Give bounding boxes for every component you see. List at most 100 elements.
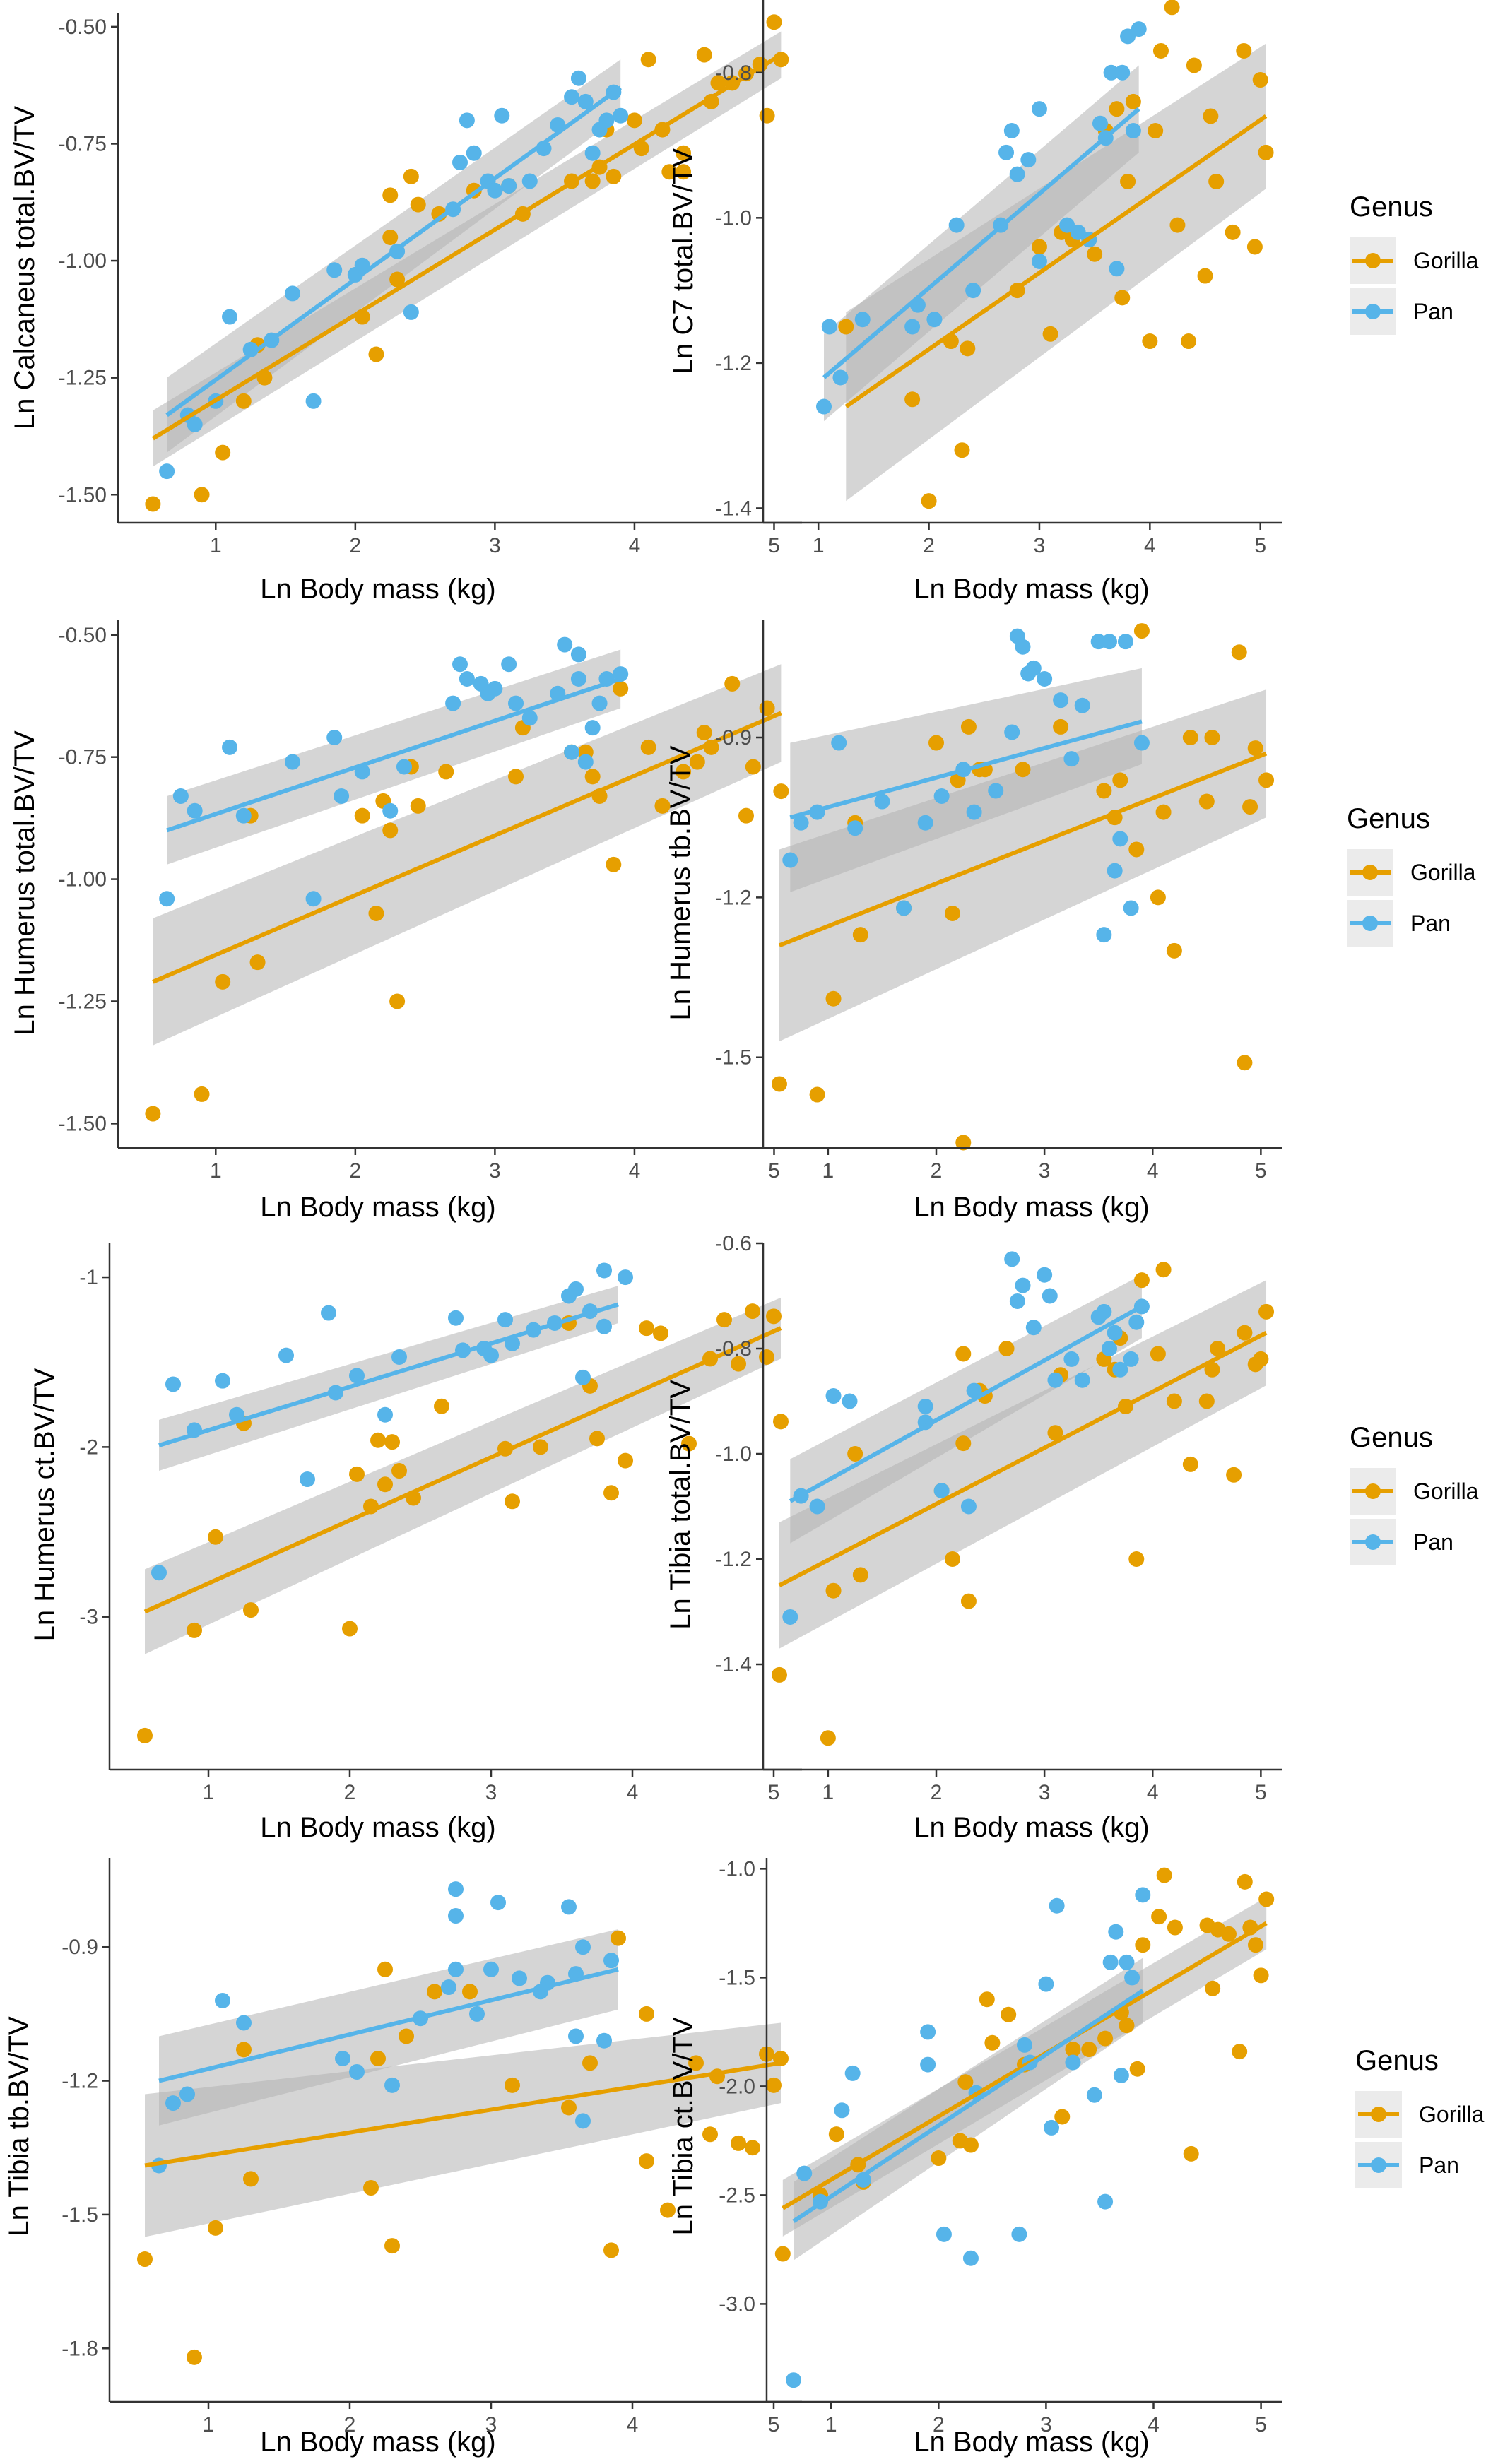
y-tick-label: -1.5: [715, 1046, 752, 1070]
data-point-gorilla: [187, 2349, 202, 2365]
x-axis-title: Ln Body mass (kg): [914, 2427, 1149, 2458]
data-point-gorilla: [505, 2077, 520, 2093]
data-point-gorilla: [1198, 793, 1215, 810]
data-point-pan: [564, 89, 580, 105]
legend: Genus Gorilla Pan: [1355, 2045, 1485, 2188]
data-point-gorilla: [384, 1434, 400, 1450]
data-point-gorilla: [370, 1432, 386, 1448]
data-point-pan: [613, 666, 629, 682]
data-point-gorilla: [1253, 1351, 1269, 1367]
y-tick-label: -1.0: [715, 1443, 752, 1466]
data-point-gorilla: [738, 807, 754, 824]
data-point-pan: [490, 1895, 506, 1911]
regression-line-gorilla: [143, 1326, 782, 1614]
data-point-pan: [570, 646, 586, 663]
panel-c7-total: Ln C7 total.BV/TV Ln Body mass (kg) 1 2 3 4…: [668, 0, 1282, 605]
data-point-gorilla: [766, 1308, 782, 1325]
data-point-pan: [1009, 1293, 1025, 1309]
data-point-pan: [965, 283, 981, 299]
data-point-pan: [334, 788, 350, 804]
data-point-gorilla: [606, 856, 622, 872]
x-tick-label: 2: [349, 534, 361, 557]
data-point-gorilla: [745, 1303, 760, 1320]
confidence-band-gorilla: [846, 43, 1266, 502]
data-point-gorilla: [399, 2028, 414, 2044]
confidence-band-pan: [790, 1274, 1142, 1544]
data-point-pan: [1038, 1976, 1054, 1992]
y-tick-label: -0.6: [715, 1232, 752, 1255]
data-point-pan: [575, 2113, 591, 2129]
x-tick-label: 3: [485, 2413, 497, 2436]
data-point-gorilla: [1197, 268, 1213, 284]
data-point-pan: [570, 70, 586, 86]
data-point-gorilla: [979, 1991, 995, 2008]
legend-label-pan: Pan: [1410, 911, 1451, 936]
data-point-pan: [501, 178, 517, 194]
data-point-gorilla: [389, 993, 406, 1009]
data-point-gorilla: [1204, 730, 1220, 745]
data-point-gorilla: [137, 1727, 153, 1743]
data-point-gorilla: [639, 2153, 654, 2169]
data-point-gorilla: [1164, 0, 1180, 16]
data-point-gorilla: [354, 807, 370, 824]
data-point-pan: [159, 891, 175, 907]
data-point-gorilla: [618, 1452, 633, 1469]
data-point-pan: [284, 285, 300, 302]
x-tick-label: 1: [822, 1781, 834, 1804]
plot-area: [145, 14, 789, 512]
y-tick-label: -0.9: [61, 1936, 98, 1959]
x-tick-label: 2: [344, 1781, 356, 1804]
data-point-gorilla: [921, 493, 937, 509]
data-point-gorilla: [194, 1086, 210, 1102]
data-point-gorilla: [1237, 1325, 1253, 1341]
data-point-pan: [452, 154, 468, 170]
data-point-pan: [377, 1406, 393, 1423]
data-point-gorilla: [1081, 2042, 1097, 2058]
data-point-gorilla: [1152, 42, 1169, 59]
x-tick-label: 4: [627, 2413, 639, 2436]
data-point-pan: [1037, 1267, 1053, 1283]
data-point-pan: [1025, 1320, 1042, 1336]
confidence-band-pan: [159, 1286, 618, 1471]
x-tick-label: 2: [344, 2413, 356, 2436]
data-point-pan: [577, 93, 594, 109]
data-point-gorilla: [702, 2126, 718, 2143]
data-point-pan: [1053, 692, 1069, 709]
data-point-pan: [396, 759, 412, 775]
x-tick-label: 5: [768, 534, 780, 557]
data-point-gorilla: [766, 14, 782, 30]
data-point-gorilla: [960, 1593, 977, 1609]
data-point-pan: [159, 463, 175, 480]
data-point-pan: [1037, 671, 1053, 687]
data-point-gorilla: [1065, 2042, 1081, 2058]
data-point-pan: [1090, 634, 1107, 650]
data-point-gorilla: [589, 1431, 605, 1447]
legend-title: Genus: [1350, 1422, 1433, 1453]
regression-line-gorilla: [782, 1921, 1268, 2210]
data-point-gorilla: [676, 764, 692, 780]
legend-key-pan-point: [1365, 304, 1381, 319]
y-tick-label: -0.8: [715, 61, 752, 85]
data-point-pan: [1114, 64, 1131, 81]
legend-label-gorilla: Gorilla: [1410, 860, 1476, 885]
y-tick-label: -1.8: [61, 2337, 98, 2360]
x-tick-label: 5: [1255, 2413, 1267, 2436]
x-tick-label: 4: [629, 534, 641, 557]
x-tick-label: 5: [768, 2413, 780, 2436]
data-point-gorilla: [606, 168, 622, 184]
data-point-pan: [1109, 261, 1125, 277]
data-point-gorilla: [771, 1076, 787, 1092]
data-point-gorilla: [1047, 1425, 1063, 1441]
y-tick-label: -3: [79, 1606, 98, 1629]
data-point-pan: [1031, 101, 1047, 117]
data-point-gorilla: [584, 769, 601, 785]
plot-area: [816, 0, 1274, 509]
data-point-pan: [305, 393, 322, 409]
data-point-pan: [809, 1498, 825, 1515]
x-axis-title: Ln Body mass (kg): [260, 574, 495, 605]
data-point-pan: [1031, 254, 1047, 269]
y-tick-label: -1: [79, 1266, 98, 1289]
y-tick-label: -2: [79, 1435, 98, 1459]
y-tick-label: -1.50: [59, 483, 107, 507]
data-point-gorilla: [1042, 326, 1058, 342]
